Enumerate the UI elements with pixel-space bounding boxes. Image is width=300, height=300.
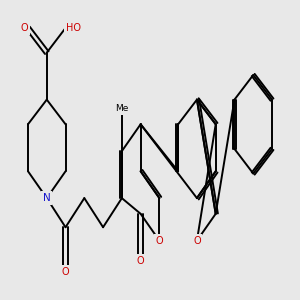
Text: HO: HO — [65, 23, 80, 33]
Text: O: O — [156, 236, 163, 246]
Text: O: O — [193, 236, 201, 246]
Text: Me: Me — [115, 104, 128, 113]
Text: O: O — [62, 267, 69, 277]
Text: N: N — [43, 193, 51, 203]
Text: O: O — [137, 256, 144, 266]
Text: O: O — [20, 23, 28, 33]
